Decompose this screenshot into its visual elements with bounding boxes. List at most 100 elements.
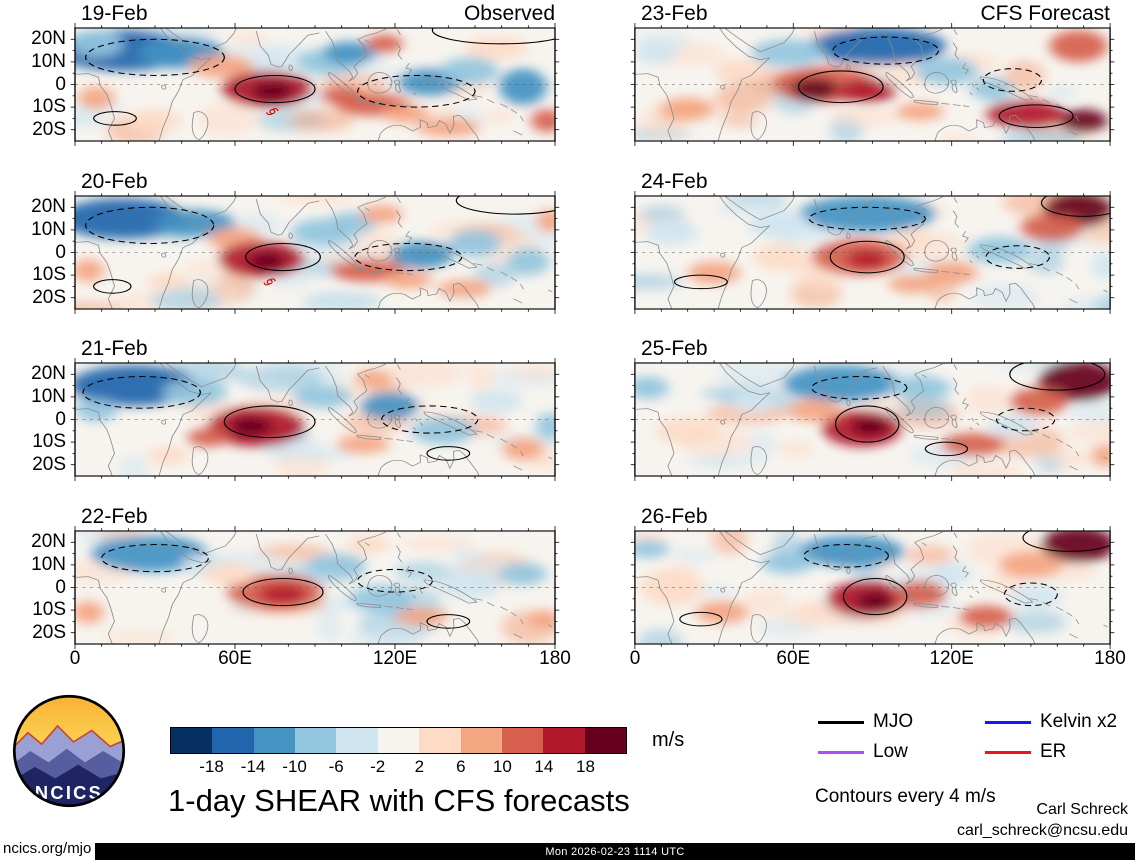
map-panel-22-Feb <box>70 526 560 649</box>
map-panel-25-Feb <box>630 358 1115 481</box>
y-tick-label: 0 <box>55 241 66 263</box>
colorbar-labels: -18 -14 -10 -6 -2 2 6 10 14 18 <box>170 757 627 779</box>
map-plot <box>630 526 1115 649</box>
colorbar-segment <box>212 728 254 753</box>
legend-item-er: ER <box>985 742 1066 762</box>
ncics-logo: NCICS <box>12 694 126 808</box>
panel-date-25-Feb: 25-Feb <box>641 337 708 360</box>
colorbar-tick-label: 18 <box>576 757 595 776</box>
credit-email: carl_schreck@ncsu.edu <box>957 822 1128 839</box>
panel-date-19-Feb: 19-Feb <box>81 2 148 25</box>
contour-note: Contours every 4 m/s <box>815 786 996 807</box>
legend-label: MJO <box>873 711 914 732</box>
y-tick-label: 10S <box>32 431 66 453</box>
colorbar: -18 -14 -10 -6 -2 2 6 10 14 18 <box>170 727 627 779</box>
panel-date-22-Feb: 22-Feb <box>81 505 148 528</box>
map-panel-24-Feb <box>630 191 1115 314</box>
y-tick-label: 10S <box>32 599 66 621</box>
map-panel-19-Feb <box>70 23 560 146</box>
y-tick-label: 20S <box>32 621 66 643</box>
colorbar-tick-label: 2 <box>414 757 425 776</box>
panel-date-23-Feb: 23-Feb <box>641 2 708 25</box>
tropical-cyclone-icon <box>263 278 276 286</box>
colorbar-tick-label: -6 <box>328 757 344 776</box>
credit-author: Carl Schreck <box>1036 801 1128 818</box>
y-tick-label: 20N <box>31 196 66 218</box>
map-plot <box>630 23 1115 146</box>
x-tick-label: 120E <box>372 648 418 669</box>
y-tick-label: 10N <box>31 218 66 240</box>
timestamp-bar: Mon 2026-02-23 1114 UTC <box>95 843 1135 860</box>
colorbar-segment <box>543 728 585 753</box>
x-tick-label: 180 <box>539 648 571 669</box>
colorbar-segment <box>584 728 626 753</box>
y-tick-label: 20S <box>32 118 66 140</box>
y-tick-label: 20N <box>31 28 66 50</box>
map-plot <box>630 358 1115 481</box>
colorbar-segment <box>501 728 544 753</box>
colorbar-segment <box>377 728 420 753</box>
colorbar-segment <box>171 728 213 753</box>
colorbar-tick-label: 6 <box>456 757 466 776</box>
y-tick-label: 10S <box>32 96 66 118</box>
map-panel-23-Feb <box>630 23 1115 146</box>
y-tick-label: 20S <box>32 453 66 475</box>
y-tick-label: 0 <box>55 576 66 598</box>
y-tick-label: 10N <box>31 553 66 575</box>
ncics-logo-text: NCICS <box>35 782 103 803</box>
map-panel-21-Feb <box>70 358 560 481</box>
map-panel-20-Feb <box>70 191 560 314</box>
panel-date-21-Feb: 21-Feb <box>81 337 148 360</box>
colorbar-unit: m/s <box>652 729 685 751</box>
colorbar-tick-label: -10 <box>282 757 307 776</box>
tropical-cyclone-icon <box>266 108 279 116</box>
x-tick-label: 180 <box>1094 648 1126 669</box>
colorbar-tick-label: 14 <box>534 757 554 776</box>
x-tick-label: 60E <box>776 648 811 669</box>
legend-label: Kelvin x2 <box>1040 711 1118 732</box>
panel-date-20-Feb: 20-Feb <box>81 170 148 193</box>
map-plot <box>70 358 560 481</box>
y-tick-label: 10S <box>32 264 66 286</box>
y-tick-label: 10N <box>31 385 66 407</box>
y-tick-label: 10N <box>31 50 66 72</box>
colorbar-segment <box>419 728 461 753</box>
colorbar-tick-label: -18 <box>199 757 224 776</box>
legend-item-kelvin-x2: Kelvin x2 <box>985 712 1117 732</box>
colorbar-tick-label: 10 <box>492 757 512 776</box>
panel-date-26-Feb: 26-Feb <box>641 505 708 528</box>
map-panel-26-Feb <box>630 526 1115 649</box>
map-plot <box>70 191 560 314</box>
x-tick-label: 0 <box>629 648 641 669</box>
colorbar-tick-label: -2 <box>370 757 386 776</box>
colorbar-segment <box>253 728 296 753</box>
legend-label: Low <box>873 741 908 762</box>
map-plot <box>70 23 560 146</box>
legend-item-mjo: MJO <box>818 712 913 732</box>
colorbar-segments <box>170 727 627 754</box>
panel-date-24-Feb: 24-Feb <box>641 170 708 193</box>
map-plot <box>630 191 1115 314</box>
y-tick-label: 20N <box>31 363 66 385</box>
logo-ridge-line <box>14 724 124 750</box>
y-tick-label: 0 <box>55 73 66 95</box>
observed-column-header: Observed <box>463 2 555 25</box>
legend-item-low: Low <box>818 742 908 762</box>
ncics-logo-graphic: NCICS <box>12 694 126 808</box>
y-tick-label: 20N <box>31 531 66 553</box>
legend-line <box>985 750 1031 754</box>
legend-line <box>818 750 864 754</box>
map-plot <box>70 526 560 649</box>
legend-line <box>818 720 864 724</box>
x-tick-label: 120E <box>929 648 974 669</box>
colorbar-segment <box>295 728 337 753</box>
timestamp: Mon 2026-02-23 1114 UTC <box>545 845 685 858</box>
site-link: ncics.org/mjo <box>3 840 92 857</box>
legend-line <box>985 720 1031 724</box>
forecast-column-header: CFS Forecast <box>980 2 1110 25</box>
y-tick-label: 0 <box>55 408 66 430</box>
colorbar-segment <box>336 728 378 753</box>
colorbar-tick-label: -14 <box>240 757 266 776</box>
y-tick-label: 20S <box>32 286 66 308</box>
